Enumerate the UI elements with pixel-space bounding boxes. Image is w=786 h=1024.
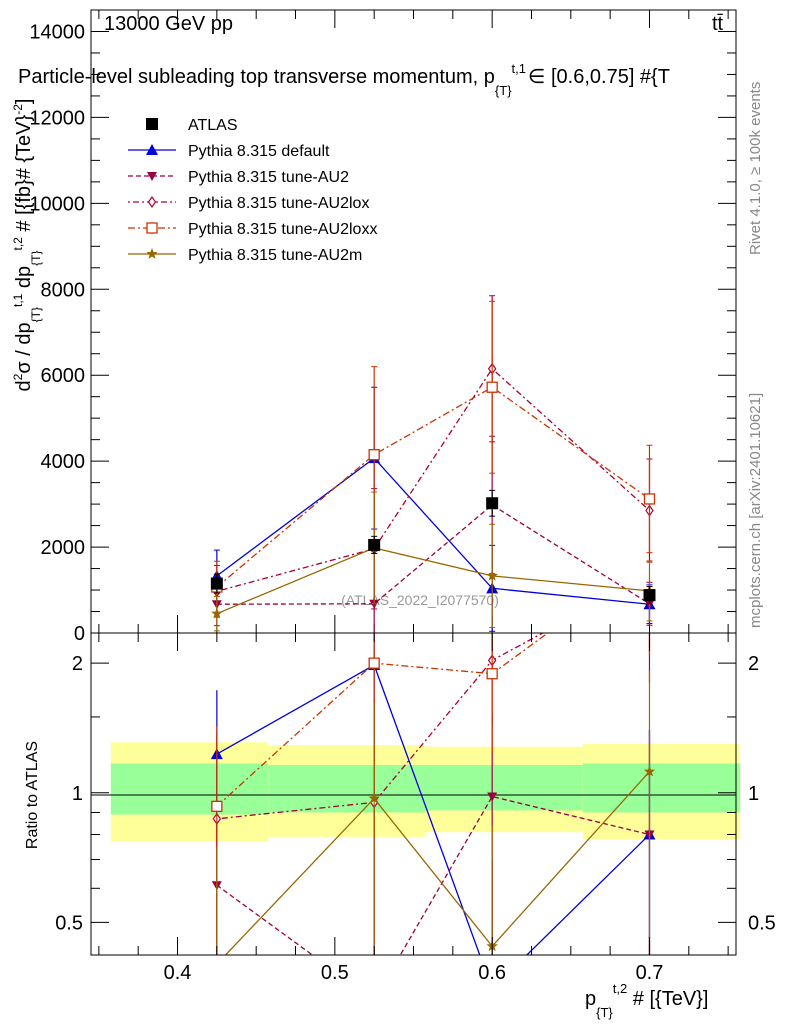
data-point [368,538,381,551]
legend-marker [146,222,158,234]
main-frame [90,9,737,634]
main-y-tick-label: 6000 [41,365,86,387]
ratio-line [224,771,650,955]
ratio-pythia-8-315-tune-au2loxx [211,633,651,951]
legend-label: Pythia 8.315 tune-AU2 [188,169,349,186]
main-y-tick-label: 10000 [29,193,85,215]
ratio-line [216,664,650,955]
ratio-y-tick-label: 2 [72,653,83,675]
series-line [216,547,650,615]
legend: ATLAS Pythia 8.315 default Pythia 8.315 tu… [128,117,377,264]
main-panel: 0 2000 4000 6000 8000 10000 12000 14000 (ATLAS_… [29,9,737,645]
stat-uncertainty-band [425,765,583,811]
ratio-point [643,765,656,777]
legend-marker [146,248,158,259]
process-label: tt̄ [712,13,724,35]
legend-entry: Pythia 8.315 tune-AU2 [128,169,349,186]
ratio-y-axis: 0.5 0.5 1 1 2 2 [55,653,776,934]
energy-label: 13000 GeV pp [104,13,233,35]
stat-uncertainty-band [582,763,741,813]
ratio-x-axis: 0.4 0.5 0.6 0.7 [98,633,729,984]
series-pythia-8-315-tune-au2lox [212,295,654,618]
series-atlas [210,489,656,605]
data-point [368,449,380,461]
ratio-point [369,996,379,1005]
data-point [643,589,656,602]
series-line [216,367,650,592]
plot-title: Particle-level subleading top transverse… [18,61,670,98]
x-tick-label: 0.6 [478,962,506,984]
legend-entry: Pythia 8.315 tune-AU2loxx [128,221,377,238]
ratio-y-tick-label-right: 1 [748,783,759,805]
main-y-label: d2σ / dp{T}t,1 dp{T}t,2 # [{fb}# {TeV}-2… [11,99,43,392]
main-y-tick-label: 0 [74,623,85,645]
ratio-panel: 0.5 0.5 1 1 2 2 0.4 0.5 0.6 0.7 [55,632,776,1005]
ratio-y-tick-label-right: 0.5 [748,912,776,934]
legend-marker [147,195,157,209]
x-tick-label: 0.7 [636,962,664,984]
series-line [216,457,650,605]
ratio-point [368,657,380,669]
ratio-y-tick-label-right: 2 [748,653,759,675]
ratio-point [487,792,498,802]
x-axis-label: p{T}t,2 # [{TeV}] [585,981,708,1020]
main-y-tick-label: 8000 [41,279,86,301]
legend-entry: Pythia 8.315 tune-AU2m [128,247,362,264]
ratio-series [210,633,656,1005]
legend-label: Pythia 8.315 default [188,143,330,160]
legend-entry: Pythia 8.315 tune-AU2lox [128,195,369,212]
data-point [486,381,498,393]
series-line [216,386,650,588]
data-point [643,493,656,505]
ratio-point [211,958,223,969]
main-y-axis: 0 2000 4000 6000 8000 10000 12000 14000 [29,21,736,645]
legend-label: Pythia 8.315 tune-AU2m [188,247,362,264]
main-y-tick-label: 4000 [41,451,86,473]
main-y-tick-label: 14000 [29,21,85,43]
analysis-watermark: (ATLAS_2022_I2077570) [341,592,499,608]
series-pythia-8-315-tune-au2loxx [211,300,656,614]
ratio-y-tick-label: 1 [72,783,83,805]
legend-label: Pythia 8.315 tune-AU2lox [188,195,369,212]
data-point [210,577,223,590]
data-point [211,607,223,619]
ratio-line [216,795,650,955]
legend-marker [146,144,158,155]
series-line [216,504,650,605]
legend-entry: Pythia 8.315 default [128,143,330,160]
mcplots-credit-text: mcplots.cern.ch [arXiv:2401.10621] [747,393,764,628]
ratio-line [216,633,549,807]
legend-entry: ATLAS [146,117,238,134]
stat-uncertainty-band [268,765,426,813]
stat-uncertainty-band [110,763,269,815]
main-y-tick-label: 12000 [29,107,85,129]
main-x-ticks [98,10,729,633]
main-y-tick-label: 2000 [41,537,86,559]
data-point [486,497,499,510]
ratio-point [486,668,498,680]
x-tick-label: 0.4 [164,962,192,984]
x-tick-label: 0.5 [321,962,349,984]
series-pythia-8-315-tune-au2m [211,491,656,632]
legend-label: ATLAS [188,117,238,134]
legend-label: Pythia 8.315 tune-AU2loxx [188,221,377,238]
ratio-line [216,633,545,820]
ratio-point [368,792,380,804]
ratio-point [211,800,223,812]
legend-marker [147,172,157,181]
ratio-bands [110,742,741,842]
data-point [486,569,498,581]
ratio-y-label: Ratio to ATLAS [24,741,41,849]
main-series [210,295,656,634]
ratio-point [486,983,498,994]
legend-marker [146,118,158,130]
ratio-y-tick-label: 0.5 [55,912,83,934]
rivet-version-text: Rivet 4.1.0, ≥ 100k events [747,82,764,255]
